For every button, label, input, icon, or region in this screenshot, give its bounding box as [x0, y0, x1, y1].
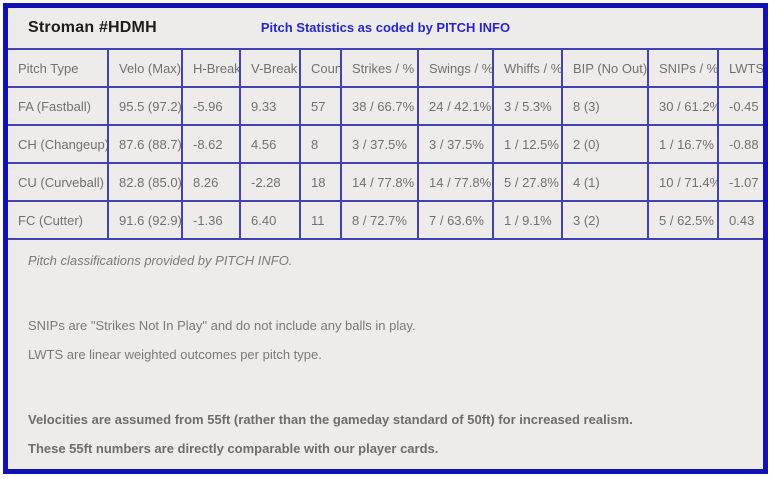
column-header-lwts: LWTS — [717, 48, 763, 88]
table-cell: -0.88 — [717, 124, 763, 164]
table-cell: 1 / 16.7% — [647, 124, 719, 164]
table-cell: -1.36 — [181, 200, 241, 240]
table-cell: FA (Fastball) — [8, 86, 109, 126]
table-cell: 3 (2) — [561, 200, 649, 240]
table-cell: 2 (0) — [561, 124, 649, 164]
note-lwts: LWTS are linear weighted outcomes per pi… — [28, 347, 322, 362]
table-cell: 14 / 77.8% — [340, 162, 419, 202]
table-cell: 3 / 37.5% — [340, 124, 419, 164]
table-cell: CU (Curveball) — [8, 162, 109, 202]
note-snips: SNIPs are "Strikes Not In Play" and do n… — [28, 318, 416, 333]
table-cell: 95.5 (97.2) — [107, 86, 183, 126]
table-subtitle: Pitch Statistics as coded by PITCH INFO — [260, 20, 511, 35]
table-cell: -1.07 — [717, 162, 763, 202]
table-cell: 82.8 (85.0) — [107, 162, 183, 202]
table-row-cutter: FC (Cutter) 91.6 (92.9) -1.36 6.40 11 8 … — [8, 200, 763, 240]
table-cell: 7 / 63.6% — [417, 200, 494, 240]
table-row-curveball: CU (Curveball) 82.8 (85.0) 8.26 -2.28 18… — [8, 162, 763, 202]
column-header-v-break: V-Break — [239, 48, 301, 88]
table-cell: 1 / 9.1% — [492, 200, 563, 240]
table-cell: -2.28 — [239, 162, 301, 202]
table-cell: 3 / 5.3% — [492, 86, 563, 126]
pitch-stats-card: Stroman #HDMH Pitch Statistics as coded … — [3, 3, 768, 474]
table-cell: 10 / 71.4% — [647, 162, 719, 202]
column-header-pitch-type: Pitch Type — [8, 48, 109, 88]
table-cell: -8.62 — [181, 124, 241, 164]
pitch-stats-table: Pitch Type Velo (Max) H-Break V-Break Co… — [8, 48, 763, 240]
column-header-count: Count — [299, 48, 342, 88]
table-cell: -0.45 — [717, 86, 763, 126]
table-cell: 14 / 77.8% — [417, 162, 494, 202]
table-cell: FC (Cutter) — [8, 200, 109, 240]
table-cell: 0.43 — [717, 200, 763, 240]
table-cell: 1 / 12.5% — [492, 124, 563, 164]
table-cell: 11 — [299, 200, 342, 240]
column-header-velo-max: Velo (Max) — [107, 48, 183, 88]
player-name: Stroman #HDMH — [28, 19, 157, 36]
table-cell: 57 — [299, 86, 342, 126]
table-cell: 91.6 (92.9) — [107, 200, 183, 240]
table-cell: -5.96 — [181, 86, 241, 126]
table-cell: 4 (1) — [561, 162, 649, 202]
table-cell: 8 / 72.7% — [340, 200, 419, 240]
column-header-whiffs: Whiffs / % — [492, 48, 563, 88]
column-header-h-break: H-Break — [181, 48, 241, 88]
table-header-row: Pitch Type Velo (Max) H-Break V-Break Co… — [8, 48, 763, 88]
table-cell: 4.56 — [239, 124, 301, 164]
table-cell: 6.40 — [239, 200, 301, 240]
column-header-strikes: Strikes / % — [340, 48, 419, 88]
table-cell: 24 / 42.1% — [417, 86, 494, 126]
table-cell: CH (Changeup) — [8, 124, 109, 164]
table-cell: 8.26 — [181, 162, 241, 202]
table-cell: 38 / 66.7% — [340, 86, 419, 126]
table-row-changeup: CH (Changeup) 87.6 (88.7) -8.62 4.56 8 3… — [8, 124, 763, 164]
table-cell: 30 / 61.2% — [647, 86, 719, 126]
table-cell: 18 — [299, 162, 342, 202]
table-cell: 3 / 37.5% — [417, 124, 494, 164]
column-header-snips: SNIPs / % — [647, 48, 719, 88]
column-header-bip: BIP (No Out) — [561, 48, 649, 88]
note-velocity-2: These 55ft numbers are directly comparab… — [28, 441, 439, 456]
table-row-fastball: FA (Fastball) 95.5 (97.2) -5.96 9.33 57 … — [8, 86, 763, 126]
note-classification: Pitch classifications provided by PITCH … — [28, 253, 293, 268]
table-cell: 8 — [299, 124, 342, 164]
title-bar: Stroman #HDMH Pitch Statistics as coded … — [8, 8, 763, 48]
table-cell: 8 (3) — [561, 86, 649, 126]
table-cell: 9.33 — [239, 86, 301, 126]
footnotes: Pitch classifications provided by PITCH … — [8, 240, 763, 456]
table-cell: 5 / 62.5% — [647, 200, 719, 240]
table-cell: 5 / 27.8% — [492, 162, 563, 202]
column-header-swings: Swings / % — [417, 48, 494, 88]
table-cell: 87.6 (88.7) — [107, 124, 183, 164]
note-velocity-1: Velocities are assumed from 55ft (rather… — [28, 412, 633, 427]
